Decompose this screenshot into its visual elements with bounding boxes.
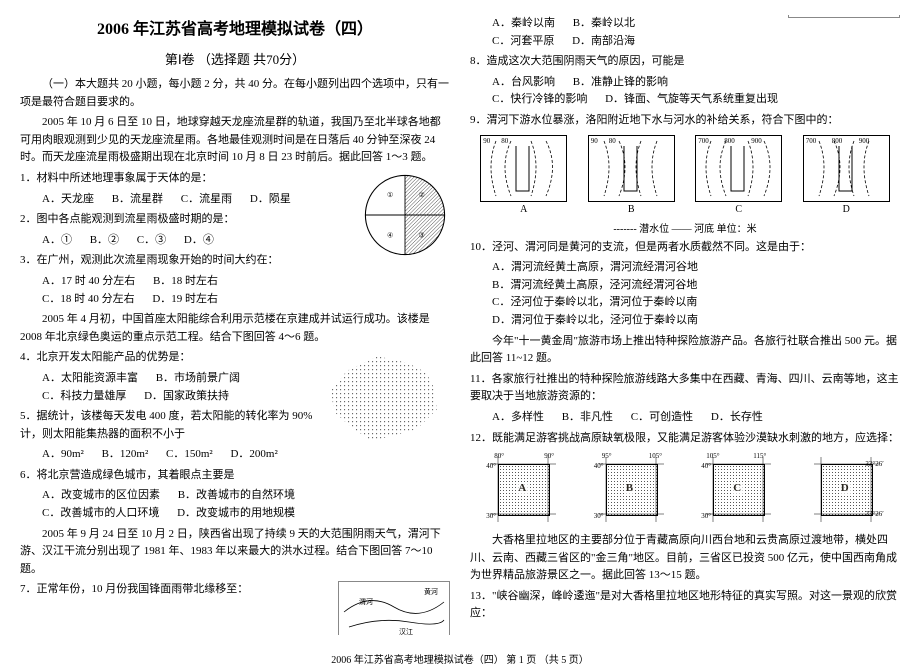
q7-opt-a: A．秦岭以南 [492, 15, 555, 33]
q1-opt-d: D．陨星 [250, 191, 291, 209]
exam-title: 2006 年江苏省高考地理模拟试卷（四） [20, 15, 450, 39]
water-level-panels: 90 80 A 90 80 B 700 800 900 C [470, 135, 900, 215]
panel-legend: ------- 潜水位 —— 河底 单位：米 [470, 220, 900, 235]
q10-opt-b: B．渭河流经黄土高原，泾河流经渭河谷地 [492, 277, 900, 295]
q8-opt-d: D．锋面、气旋等天气系统重复出现 [605, 91, 778, 109]
q2-opt-c: C．③ [137, 232, 166, 250]
q6-opt-c: C．改善城市的人口环境 [42, 505, 159, 523]
q9: 9．渭河下游水位暴涨，洛阳附近地下水与河水的补给关系，符合下图中的： [470, 112, 900, 130]
q6-opt-a: A．改变城市的区位因素 [42, 487, 160, 505]
q2-opt-b: B．② [90, 232, 119, 250]
q11-opt-b: B．非凡性 [562, 409, 613, 427]
q6-opt-d: D．改变城市的用地规模 [177, 505, 295, 523]
q7-opt-c: C．河套平原 [492, 33, 554, 51]
q7-opt-b: B．秦岭以北 [573, 15, 635, 33]
q5-opt-a: A．90m² [42, 446, 84, 464]
q4-opt-d: D．国家政策扶持 [144, 388, 229, 406]
stem-4: 今年"十一黄金周"旅游市场上推出特种探险旅游产品。各旅行社联合推出 500 元。… [470, 333, 900, 368]
stem-2: 2005 年 4 月初，中国首座太阳能综合利用示范楼在京建成并试运行成功。该楼是… [20, 311, 450, 346]
q11-opt-d: D．长存性 [711, 409, 763, 427]
stem-3: 2005 年 9 月 24 日至 10 月 2 日，陕西省出现了持续 9 天的大… [20, 526, 450, 579]
q5-opt-b: B．120m² [102, 446, 149, 464]
q8-opt-c: C．快行冷锋的影响 [492, 91, 587, 109]
q10-opt-d: D．渭河位于秦岭以北，泾河位于秦岭以南 [492, 312, 900, 330]
q4-opt-a: A．太阳能资源丰富 [42, 370, 138, 388]
q11: 11．各家旅行社推出的特种探险旅游线路大多集中在西藏、青海、四川、云南等地，这主… [470, 371, 900, 406]
q8-opt-a: A．台风影响 [492, 74, 555, 92]
section-subtitle: 第Ⅰ卷 （选择题 共70分） [20, 49, 450, 68]
q6-opt-b: B．改善城市的自然环境 [178, 487, 295, 505]
svg-text:①: ① [387, 191, 393, 199]
q7-opt-d: D．南部沿海 [572, 33, 635, 51]
q4-opt-c: C．科技力量雄厚 [42, 388, 126, 406]
q6: 6．将北京营造成绿色城市，其着眼点主要是 [20, 467, 450, 485]
svg-text:汉江: 汉江 [399, 628, 413, 636]
q13: 13．"峡谷幽深，峰岭逶迤"是对大香格里拉地区地形特征的真实写照。对这一景观的欣… [470, 588, 900, 623]
q12: 12．既能满足游客挑战高原缺氧极限，又能满足游客体验沙漠缺水刺激的地方，应选择： [470, 430, 900, 448]
page-footer: 2006 年江苏省高考地理模拟试卷（四） 第 1 页 （共 5 页） [0, 651, 920, 666]
q3-opt-c: C．18 时 40 分左右 [42, 291, 135, 309]
q3-opt-d: D．19 时左右 [152, 291, 218, 309]
instructions: （一）本大题共 20 小题，每小题 2 分，共 40 分。在每小题列出四个选项中… [20, 76, 450, 111]
globe-diagram: ① ② ③ ④ [360, 170, 450, 260]
q5-opt-d: D．200m² [230, 446, 277, 464]
q4-opt-b: B．市场前景广阔 [156, 370, 240, 388]
q1-opt-a: A．天龙座 [42, 191, 94, 209]
svg-text:④: ④ [387, 231, 393, 239]
latlon-panels: A 80° 90° 40° 30° B 95° 105° 40° 30° C 1… [470, 452, 900, 527]
stem-5: 大香格里拉地区的主要部分位于青藏高原向川西台地和云贵高原过渡地带，横处四川、云南… [470, 532, 900, 585]
q3-opt-b: B．18 时左右 [153, 273, 218, 291]
svg-text:②: ② [419, 191, 425, 199]
q8-opt-b: B．准静止锋的影响 [573, 74, 668, 92]
q11-opt-a: A．多样性 [492, 409, 544, 427]
q3-opt-a: A．17 时 40 分左右 [42, 273, 135, 291]
svg-text:③: ③ [419, 231, 425, 239]
q10-opt-a: A．渭河流经黄土高原，渭河流经渭河谷地 [492, 259, 900, 277]
q1-opt-b: B．流星群 [112, 191, 163, 209]
q2-opt-d: D．④ [184, 232, 214, 250]
q10-opt-c: C．泾河位于秦岭以北，渭河位于秦岭以南 [492, 294, 900, 312]
q11-opt-c: C．可创造性 [631, 409, 693, 427]
q8: 8．造成这次大范围阴雨天气的原因，可能是 [470, 53, 900, 71]
svg-text:黄河: 黄河 [424, 587, 438, 596]
stem-1: 2005 年 10 月 6 日至 10 日，地球穿越天龙座流星群的轨道，我国乃至… [20, 114, 450, 167]
q5-opt-c: C．150m² [166, 446, 213, 464]
svg-text:渭河: 渭河 [359, 597, 373, 606]
q10: 10．泾河、渭河同是黄河的支流，但是两者水质截然不同。这是由于： [470, 239, 900, 257]
q2-opt-a: A．① [42, 232, 72, 250]
q1-opt-c: C．流星雨 [181, 191, 232, 209]
